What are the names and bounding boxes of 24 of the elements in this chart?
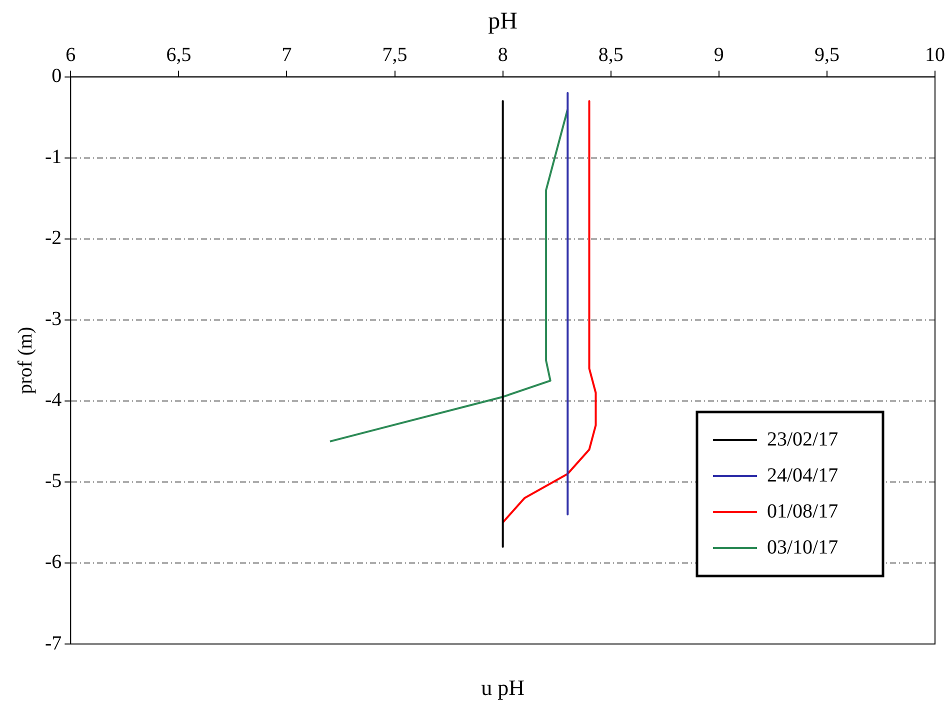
legend-label: 23/02/17 [767,428,838,450]
text: u pH [481,674,525,700]
y-tick-label: -4 [44,389,62,412]
y-tick-label: -7 [44,632,62,654]
x-tick-label: 9,5 [814,44,840,66]
y-tick-label: -5 [44,470,62,492]
y-tick-label: 0 [52,65,62,88]
legend-label: 03/10/17 [767,536,838,558]
x-axis-title: pH [488,8,518,35]
legend-label: 24/04/17 [767,464,838,486]
y-tick-label: -3 [44,308,62,330]
x-tick-label: 7,5 [382,44,408,66]
y-tick-label: -2 [44,227,62,250]
x-tick-label: 8,5 [598,44,624,66]
x-tick-label: 7 [282,44,292,66]
x-tick-label: 6 [66,44,76,66]
x-tick-label: 6,5 [166,44,192,66]
y-tick-label: -1 [44,146,62,168]
x-tick-label: 9 [714,44,724,66]
x-tick-label: 10 [925,44,945,66]
legend-label: 01/08/17 [767,500,838,522]
x-tick-label: 8 [498,44,508,66]
y-tick-label: -6 [44,551,62,574]
y-axis-title: prof (m) [14,326,36,394]
